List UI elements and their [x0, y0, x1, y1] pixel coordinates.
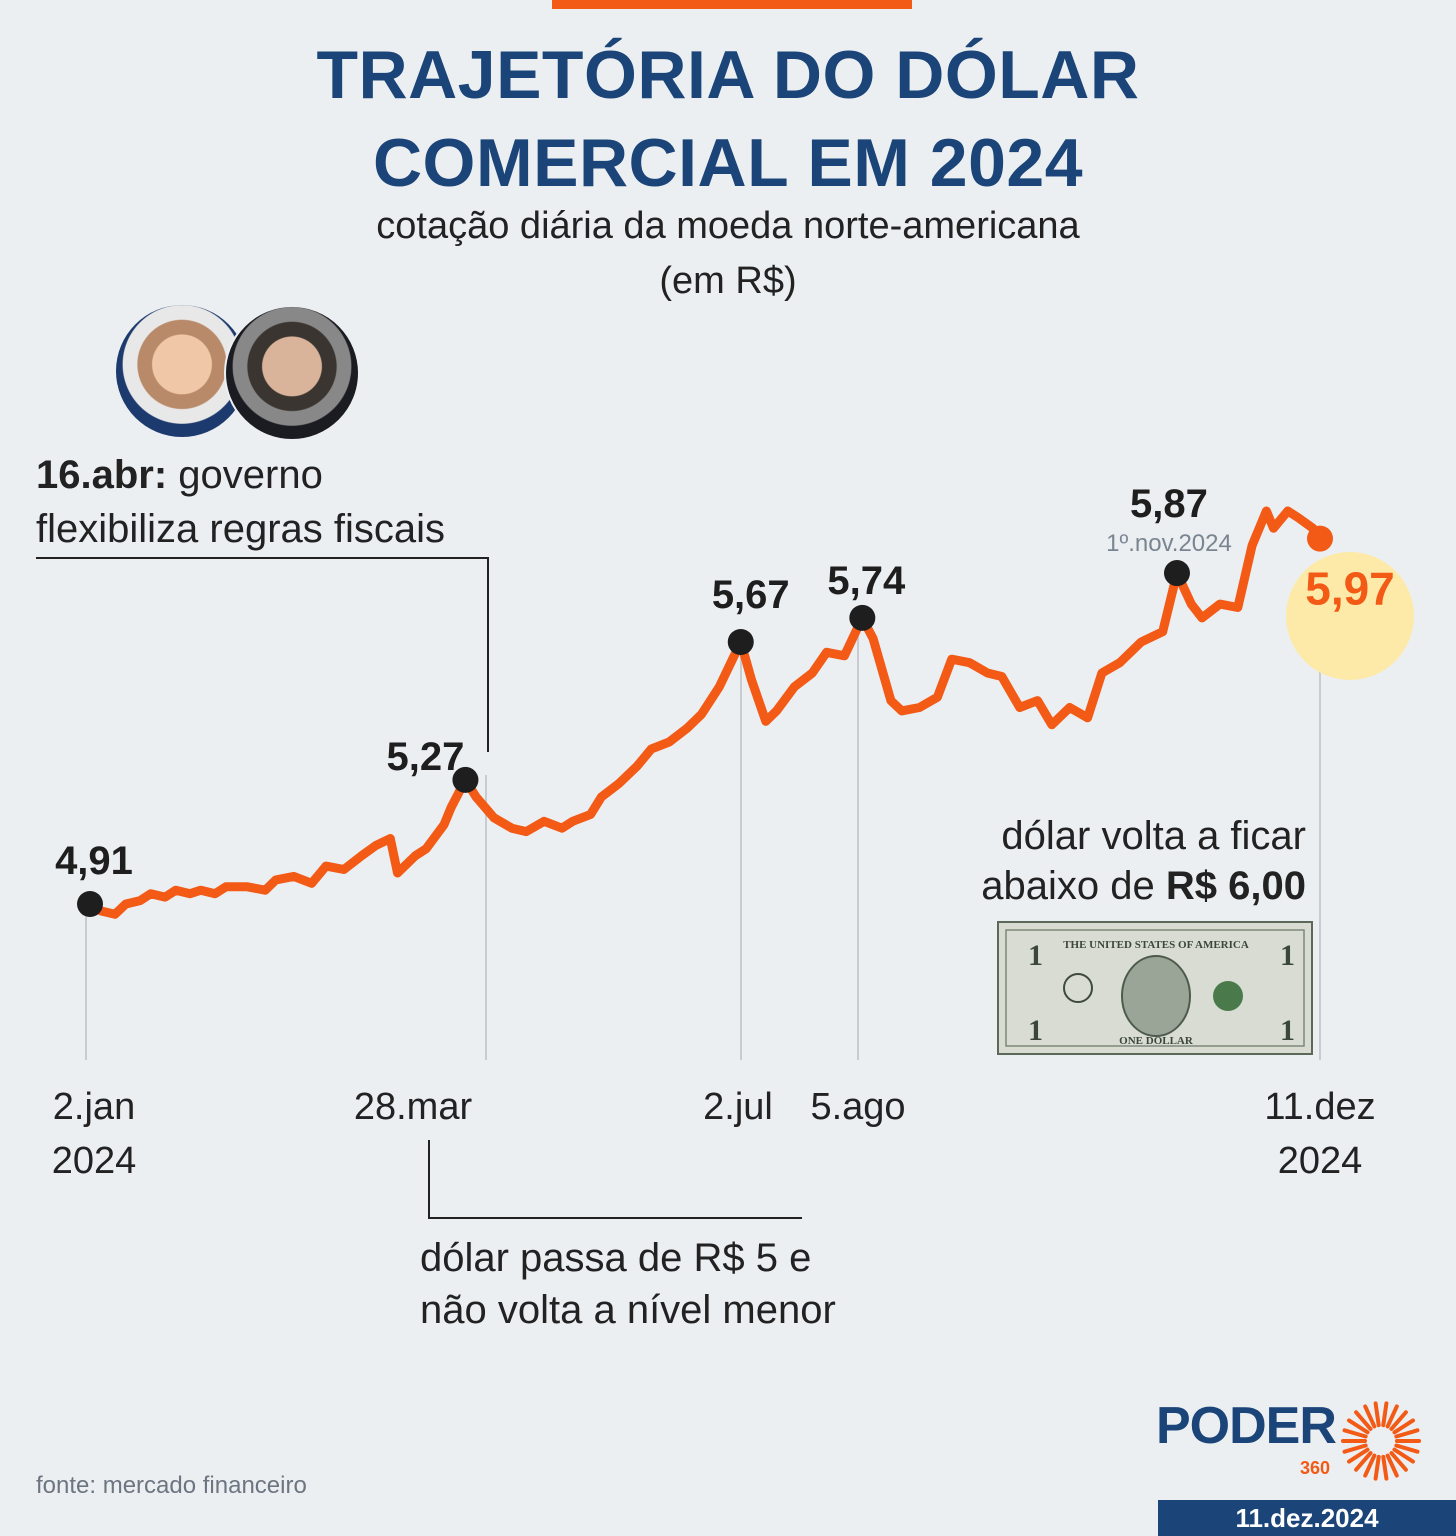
- series-line-dolar: [85, 506, 1325, 919]
- annotation-mar-line2: não volta a nível menor: [420, 1288, 836, 1332]
- sun-ray: [1363, 1404, 1377, 1429]
- point-marker-1: [452, 766, 479, 793]
- svg-text:1: 1: [1280, 939, 1295, 972]
- sun-logo-icon: [1341, 1401, 1421, 1481]
- chart-subtitle-line2: (em R$): [659, 260, 797, 302]
- annotation-abr: 16.abr: governo: [36, 449, 323, 501]
- annotation-abr-text1: governo: [167, 453, 323, 497]
- data-sublabel-4: 1º.nov.2024: [1106, 530, 1232, 557]
- svg-text:1: 1: [1028, 1014, 1043, 1047]
- sun-ray: [1347, 1447, 1370, 1464]
- x-tick-dez-date: 11.dez: [1264, 1086, 1376, 1128]
- point-marker-4: [1163, 560, 1190, 587]
- sun-ray: [1373, 1454, 1381, 1481]
- point-marker-2: [727, 629, 754, 655]
- sun-ray: [1342, 1428, 1368, 1439]
- sun-ray: [1354, 1451, 1373, 1472]
- last-value-highlight: [1286, 552, 1414, 680]
- data-label-2: 5,67: [712, 573, 790, 617]
- sun-ray: [1354, 1410, 1373, 1431]
- sun-ray: [1394, 1443, 1420, 1454]
- sun-ray: [1381, 1454, 1389, 1481]
- point-marker-5: [1307, 525, 1333, 552]
- annotation-dez-line1: dólar volta a ficar: [1001, 814, 1306, 858]
- annotation-dez-line2: abaixo de R$ 6,00: [981, 860, 1306, 912]
- x-tick-dez-year: 2024: [1277, 1140, 1363, 1182]
- point-marker-0: [77, 891, 103, 917]
- sun-ray: [1389, 1410, 1408, 1431]
- data-label-5: 5,97: [1305, 563, 1395, 615]
- data-label-4: 5,87: [1130, 482, 1208, 526]
- connector-abr: [36, 557, 489, 752]
- x-tick-jan-date: 2.jan: [52, 1086, 136, 1128]
- data-label-0: 4,91: [55, 839, 133, 883]
- x-tick-ago: 5.ago: [810, 1086, 906, 1128]
- sun-ray: [1363, 1453, 1377, 1478]
- svg-text:1: 1: [1280, 1014, 1295, 1047]
- sun-ray: [1385, 1404, 1399, 1429]
- annotation-dez-line2a: abaixo de: [981, 864, 1166, 908]
- x-tick-jul: 2.jul: [703, 1086, 773, 1128]
- annotation-abr-date: 16.abr:: [36, 453, 168, 497]
- portrait-photo-2: [224, 305, 360, 441]
- x-tick-jan-year: 2024: [51, 1140, 137, 1182]
- sun-ray: [1394, 1428, 1420, 1439]
- sun-ray: [1392, 1418, 1415, 1435]
- x-tick-mar: 28.mar: [353, 1086, 473, 1128]
- publication-date-bar: 11.dez.2024: [1158, 1500, 1456, 1536]
- connector-mar: [428, 1140, 802, 1219]
- sun-ray: [1389, 1451, 1408, 1472]
- chart-subtitle-line1: cotação diária da moeda norte-americana: [376, 205, 1080, 247]
- annotation-dez-line2b: R$ 6,00: [1165, 864, 1306, 908]
- chart-title-line2: COMERCIAL EM 2024: [372, 125, 1084, 201]
- source-note: fonte: mercado financeiro: [36, 1472, 307, 1499]
- sun-ray: [1385, 1453, 1399, 1478]
- brand-logo: PODER: [1156, 1397, 1337, 1455]
- sun-ray: [1347, 1418, 1370, 1435]
- sun-ray: [1342, 1443, 1368, 1454]
- brand-logo-sub: 360: [1300, 1458, 1331, 1478]
- top-accent-bar: [552, 0, 912, 9]
- annotation-abr-line2: flexibiliza regras fiscais: [36, 507, 446, 551]
- data-label-1: 5,27: [387, 735, 465, 779]
- bill-text-top: THE UNITED STATES OF AMERICA: [1063, 939, 1249, 951]
- bill-text-bottom: ONE DOLLAR: [1119, 1035, 1194, 1047]
- point-marker-3: [849, 604, 876, 631]
- sun-ray: [1381, 1401, 1389, 1428]
- sun-ray: [1373, 1401, 1381, 1428]
- data-label-3: 5,74: [827, 559, 906, 603]
- dollar-bill-image: 1 1 1 1 THE UNITED STATES OF AMERICA ONE…: [997, 921, 1313, 1055]
- annotation-mar-line1: dólar passa de R$ 5 e: [420, 1236, 812, 1280]
- svg-text:1: 1: [1028, 939, 1043, 972]
- sun-ray: [1392, 1447, 1415, 1464]
- chart-title-line1: TRAJETÓRIA DO DÓLAR: [316, 37, 1140, 113]
